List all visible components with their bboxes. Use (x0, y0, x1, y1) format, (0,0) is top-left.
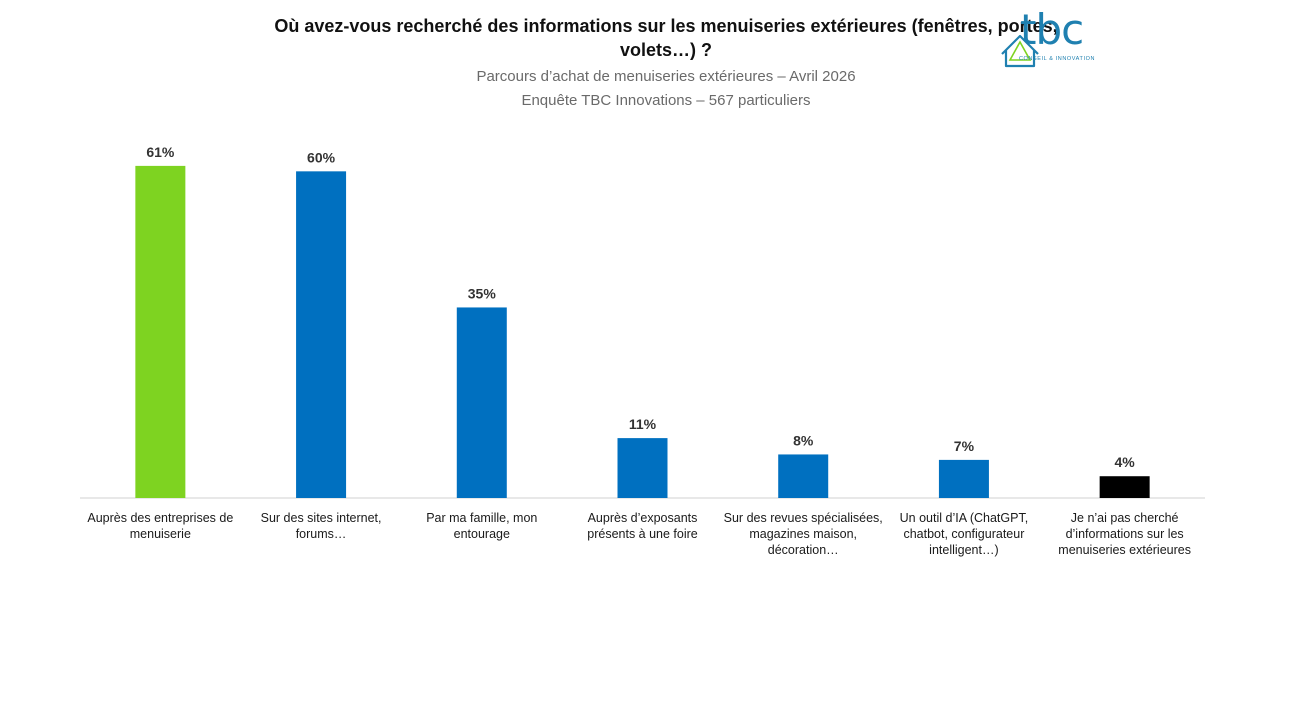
category-label-3: Par ma famille, mon entourage (426, 511, 538, 541)
category-label-4: Auprès d’exposants présents à une foire (587, 511, 698, 541)
bar-6 (938, 459, 989, 498)
category-label-7: Je n’ai pas cherché d’informations sur l… (1058, 511, 1191, 557)
bar-5 (778, 454, 829, 498)
data-label-5: 8% (793, 432, 814, 448)
bar-2 (296, 171, 347, 499)
chart-subtitle: Parcours d’achat de menuiseries extérieu… (476, 68, 856, 85)
data-label-6: 7% (954, 438, 975, 454)
logo-wordmark: tbc (1020, 5, 1084, 54)
chart-survey-note: Enquête TBC Innovations – 567 particulie… (521, 92, 811, 109)
chart-title: Où avez-vous recherché des informations … (274, 16, 1058, 60)
category-label-2: Sur des sites internet, forums… (260, 511, 382, 541)
logo-tagline: CONSEIL & INNOVATION (1018, 56, 1096, 62)
bar-1 (135, 165, 186, 498)
category-label-1: Auprès des entreprises de menuiserie (87, 511, 234, 541)
house-outline-icon (1001, 34, 1039, 68)
data-label-4: 11% (629, 416, 657, 432)
data-label-7: 4% (1115, 454, 1136, 470)
data-label-3: 35% (468, 285, 497, 301)
category-label-6: Un outil d’IA (ChatGPT, chatbot, configu… (899, 511, 1029, 557)
category-label-5: Sur des revues spécialisées, magazines m… (723, 511, 883, 557)
bar-7 (1099, 476, 1150, 498)
bar-4 (617, 438, 668, 498)
data-label-1: 61% (146, 144, 175, 160)
bar-3 (456, 307, 507, 498)
data-label-2: 60% (307, 149, 336, 165)
